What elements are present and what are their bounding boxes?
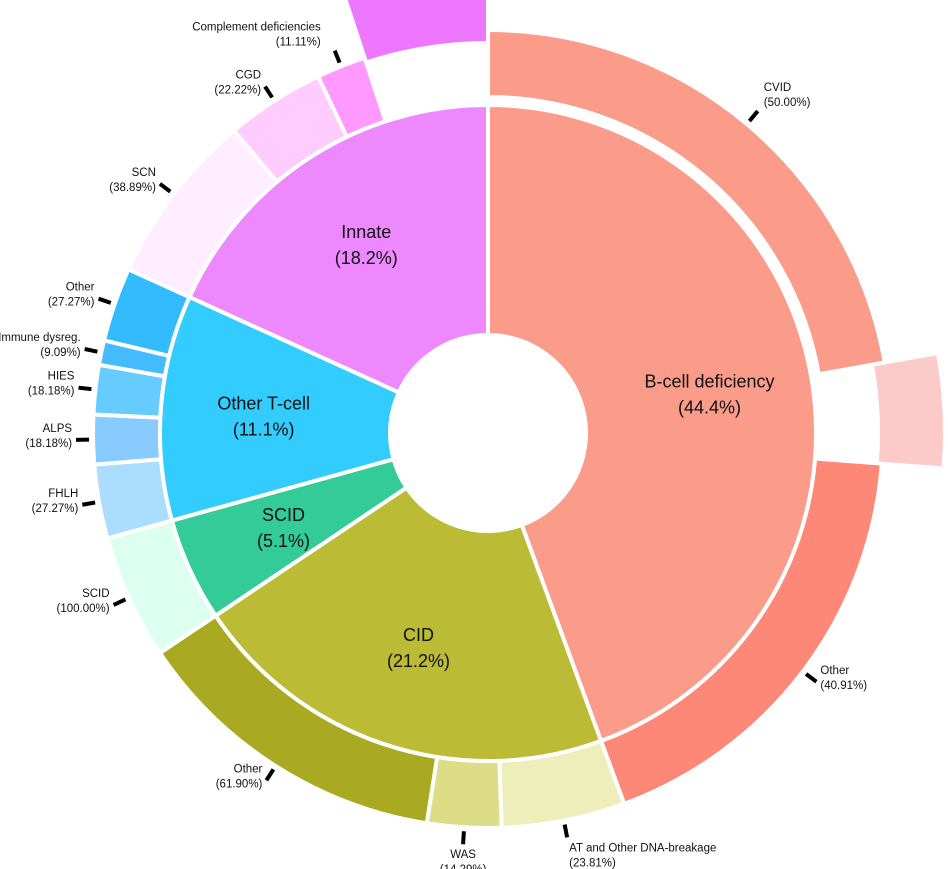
outer-slice-label: ALPS: [43, 423, 73, 435]
inner-slice-label: Innate: [341, 222, 391, 242]
outer-slice-b-cell-deficiency-agamma: [869, 351, 947, 471]
outer-slice-percent: (40.91%): [820, 680, 867, 692]
label-tick: [158, 182, 172, 194]
inner-slice-innate: [187, 103, 490, 395]
outer-slice-label: Other: [234, 763, 263, 775]
outer-slice-label: AT and Other DNA-breakage: [569, 842, 716, 854]
outer-slice-percent: (100.00%): [57, 603, 110, 615]
label-tick: [78, 385, 92, 392]
label-tick: [562, 824, 570, 838]
outer-slice-percent: (22.22%): [214, 85, 261, 97]
outer-slice-percent: (14.29%): [440, 864, 487, 869]
outer-slice-label: SCN: [132, 167, 156, 179]
outer-slice-percent: (50.00%): [764, 97, 811, 109]
outer-slice-percent: (38.89%): [109, 182, 156, 194]
inner-slice-percent: (21.2%): [387, 651, 450, 671]
label-tick: [84, 347, 98, 354]
outer-slice-label: CVID: [764, 82, 791, 94]
outer-slice-percent: (11.11%): [276, 37, 321, 49]
outer-slice-label: Immune dysreg.: [0, 332, 81, 344]
label-tick: [263, 85, 274, 99]
outer-slice-label: Other: [820, 665, 849, 677]
outer-slice-label: WAS: [450, 849, 476, 861]
inner-slice-other-t-cell: [158, 295, 401, 523]
label-tick: [81, 500, 96, 507]
outer-slice-percent: (61.90%): [216, 778, 263, 790]
outer-slice-label: Complement deficiencies: [192, 22, 321, 34]
label-tick: [97, 296, 112, 305]
inner-slice-percent: (11.1%): [233, 419, 295, 439]
inner-slice-label: Other T-cell: [217, 393, 310, 413]
inner-slice-b-cell-deficiency: [486, 103, 818, 743]
inner-slice-percent: (5.1%): [257, 531, 310, 551]
outer-slice-percent: (18.18%): [28, 386, 75, 398]
outer-slice-label: FHLH: [48, 488, 78, 500]
outer-slice-label: Other: [66, 282, 95, 294]
label-tick: [747, 109, 760, 123]
outer-slice-percent: (9.09%): [40, 347, 80, 359]
inner-slice-cid: [213, 485, 604, 763]
outer-slice-innate-other: [343, 0, 490, 65]
label-tick: [332, 49, 342, 64]
outer-slice-percent: (27.27%): [32, 503, 79, 515]
outer-slice-percent: (23.81%): [569, 857, 616, 869]
outer-slice-label: SCID: [82, 588, 109, 600]
inner-slice-percent: (18.2%): [335, 248, 398, 268]
inner-ring: [158, 103, 818, 763]
label-tick: [804, 672, 818, 684]
outer-slice-cid-was: [424, 755, 504, 830]
outer-slice-other-t-cell-alps: [91, 412, 164, 467]
label-tick: [264, 768, 276, 782]
inner-slice-label: B-cell deficiency: [644, 372, 774, 392]
outer-slice-percent: (18.18%): [25, 438, 72, 450]
inner-slice-label: SCID: [262, 505, 305, 525]
label-tick: [112, 597, 127, 607]
inner-slice-label: CID: [403, 625, 434, 645]
label-tick: [461, 831, 466, 845]
outer-slice-percent: (27.27%): [48, 297, 95, 309]
outer-slice-label: CGD: [235, 70, 261, 82]
outer-slice-label: HIES: [48, 371, 75, 383]
inner-slice-percent: (44.4%): [678, 398, 741, 418]
